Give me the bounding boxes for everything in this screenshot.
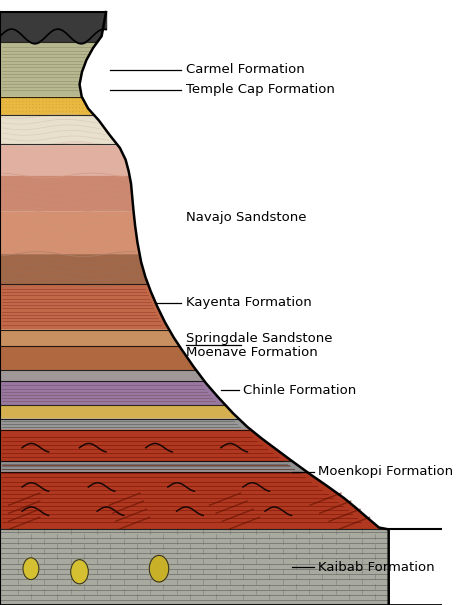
Circle shape bbox=[71, 560, 88, 584]
Polygon shape bbox=[0, 419, 251, 430]
Text: Carmel Formation: Carmel Formation bbox=[185, 63, 304, 76]
Text: Moenave Formation: Moenave Formation bbox=[185, 345, 317, 359]
Polygon shape bbox=[0, 381, 226, 405]
Text: Kayenta Formation: Kayenta Formation bbox=[185, 296, 311, 309]
Polygon shape bbox=[0, 405, 238, 419]
Circle shape bbox=[23, 558, 39, 580]
Text: Navajo Sandstone: Navajo Sandstone bbox=[185, 211, 306, 224]
Polygon shape bbox=[0, 430, 292, 461]
Polygon shape bbox=[0, 254, 148, 284]
Polygon shape bbox=[0, 115, 118, 145]
Polygon shape bbox=[0, 346, 196, 370]
Polygon shape bbox=[0, 12, 106, 42]
Text: Kaibab Formation: Kaibab Formation bbox=[318, 561, 435, 574]
Polygon shape bbox=[0, 461, 307, 472]
Polygon shape bbox=[0, 145, 129, 175]
Polygon shape bbox=[0, 472, 389, 529]
Polygon shape bbox=[0, 529, 389, 605]
Text: Moenkopi Formation: Moenkopi Formation bbox=[318, 465, 453, 479]
Polygon shape bbox=[0, 175, 134, 212]
Polygon shape bbox=[0, 330, 179, 346]
Polygon shape bbox=[0, 370, 204, 381]
Text: Chinle Formation: Chinle Formation bbox=[243, 384, 356, 397]
Polygon shape bbox=[0, 212, 139, 254]
Polygon shape bbox=[0, 42, 97, 97]
Text: Springdale Sandstone: Springdale Sandstone bbox=[185, 332, 332, 345]
Text: Temple Cap Formation: Temple Cap Formation bbox=[185, 83, 334, 96]
Polygon shape bbox=[0, 284, 169, 330]
Polygon shape bbox=[0, 97, 94, 115]
Circle shape bbox=[149, 555, 169, 582]
